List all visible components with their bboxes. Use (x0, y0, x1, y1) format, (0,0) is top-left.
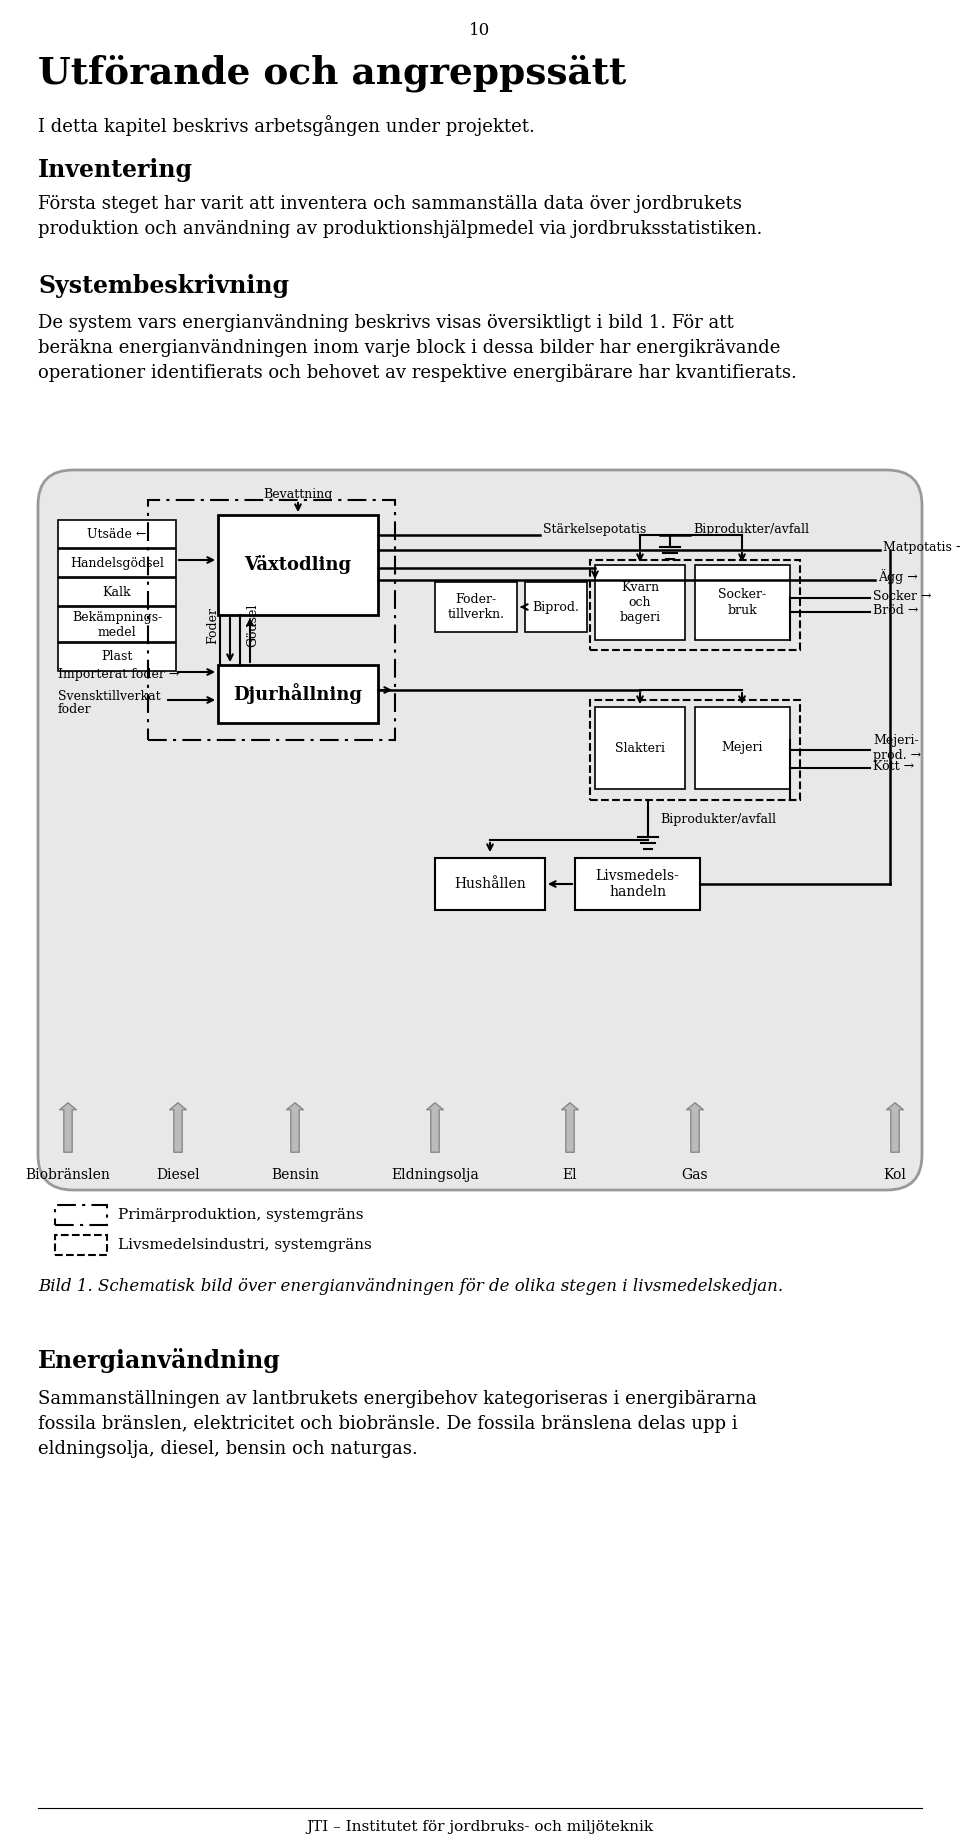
Bar (55, 1235, 107, 1255)
Text: Biprodukter/avfall: Biprodukter/avfall (660, 814, 776, 827)
Text: Biprodukter/avfall: Biprodukter/avfall (693, 524, 809, 537)
Bar (58, 607, 176, 642)
Text: Biprod.: Biprod. (533, 600, 580, 613)
Bar (595, 707, 685, 788)
Bar (58, 548, 176, 578)
Text: Utförande och angreppssätt: Utförande och angreppssätt (38, 55, 626, 92)
Text: Systembeskrivning: Systembeskrivning (38, 273, 289, 297)
Text: Hushållen: Hushållen (454, 877, 526, 892)
Bar (218, 515, 378, 615)
Text: Diesel: Diesel (156, 1169, 200, 1181)
Bar (590, 700, 800, 799)
Text: Livsmedels-
handeln: Livsmedels- handeln (595, 869, 680, 899)
Bar (575, 858, 700, 910)
Text: Slakteri: Slakteri (615, 742, 665, 755)
Bar (435, 858, 545, 910)
Text: Gas: Gas (682, 1169, 708, 1181)
Text: Sammanställningen av lantbrukets energibehov kategoriseras i energibärarna
fossi: Sammanställningen av lantbrukets energib… (38, 1390, 756, 1458)
Text: Mejeri-
prod. →: Mejeri- prod. → (873, 735, 922, 762)
Text: Socker →: Socker → (873, 589, 931, 602)
Text: I detta kapitel beskrivs arbetsgången under projektet.: I detta kapitel beskrivs arbetsgången un… (38, 114, 535, 137)
Text: Ägg →: Ägg → (878, 570, 918, 585)
Text: Växtodling: Växtodling (245, 556, 351, 574)
Text: Bekämpnings-
medel: Bekämpnings- medel (72, 611, 162, 639)
Text: Kalk: Kalk (103, 585, 132, 598)
Text: foder: foder (58, 703, 91, 716)
Bar (58, 521, 176, 548)
Text: Livsmedelsindustri, systemgräns: Livsmedelsindustri, systemgräns (118, 1239, 372, 1252)
Text: Matpotatis →: Matpotatis → (883, 541, 960, 554)
Text: Kött →: Kött → (873, 759, 914, 772)
Text: Bild 1. Schematisk bild över energianvändningen för de olika stegen i livsmedels: Bild 1. Schematisk bild över energianvän… (38, 1277, 783, 1296)
Text: Svensktillverkat: Svensktillverkat (58, 690, 160, 703)
Bar (55, 1205, 107, 1226)
Text: Utsäde ←: Utsäde ← (87, 528, 147, 541)
Text: Biobränslen: Biobränslen (26, 1169, 110, 1181)
Text: Bevattning: Bevattning (263, 487, 333, 500)
Text: De system vars energianvändning beskrivs visas översiktligt i bild 1. För att
be: De system vars energianvändning beskrivs… (38, 314, 797, 382)
Text: Socker-
bruk: Socker- bruk (718, 589, 767, 617)
Bar (695, 707, 790, 788)
Text: Bröd →: Bröd → (873, 604, 919, 617)
Text: Foder-
tillverkn.: Foder- tillverkn. (447, 593, 505, 620)
Bar (58, 578, 176, 605)
Bar (590, 559, 800, 650)
Text: Inventering: Inventering (38, 159, 193, 183)
Text: Kol: Kol (883, 1169, 906, 1181)
Text: Importerat foder →: Importerat foder → (58, 668, 180, 681)
FancyBboxPatch shape (38, 471, 922, 1191)
Text: 10: 10 (469, 22, 491, 39)
Text: Bensin: Bensin (271, 1169, 319, 1181)
Bar (435, 581, 517, 631)
Bar (218, 665, 378, 724)
Text: Eldningsolja: Eldningsolja (391, 1169, 479, 1181)
Text: Plast: Plast (102, 650, 132, 663)
Text: Primärproduktion, systemgräns: Primärproduktion, systemgräns (118, 1207, 364, 1222)
Text: Foder: Foder (206, 607, 220, 644)
Text: JTI – Institutet för jordbruks- och miljöteknik: JTI – Institutet för jordbruks- och milj… (306, 1820, 654, 1833)
Bar (695, 565, 790, 641)
Text: Kvarn
och
bageri: Kvarn och bageri (619, 581, 660, 624)
Bar (148, 500, 395, 740)
Text: El: El (563, 1169, 577, 1181)
Text: Energianvändning: Energianvändning (38, 1348, 280, 1373)
Text: Gödsel: Gödsel (247, 604, 259, 646)
Bar (595, 565, 685, 641)
Text: Första steget har varit att inventera och sammanställa data över jordbrukets
pro: Första steget har varit att inventera oc… (38, 196, 762, 238)
Text: Mejeri: Mejeri (722, 742, 763, 755)
Bar (525, 581, 587, 631)
Text: Handelsgödsel: Handelsgödsel (70, 556, 164, 570)
Bar (58, 642, 176, 670)
Text: Djurhållning: Djurhållning (233, 683, 363, 705)
Text: Stärkelsepotatis: Stärkelsepotatis (543, 524, 646, 537)
